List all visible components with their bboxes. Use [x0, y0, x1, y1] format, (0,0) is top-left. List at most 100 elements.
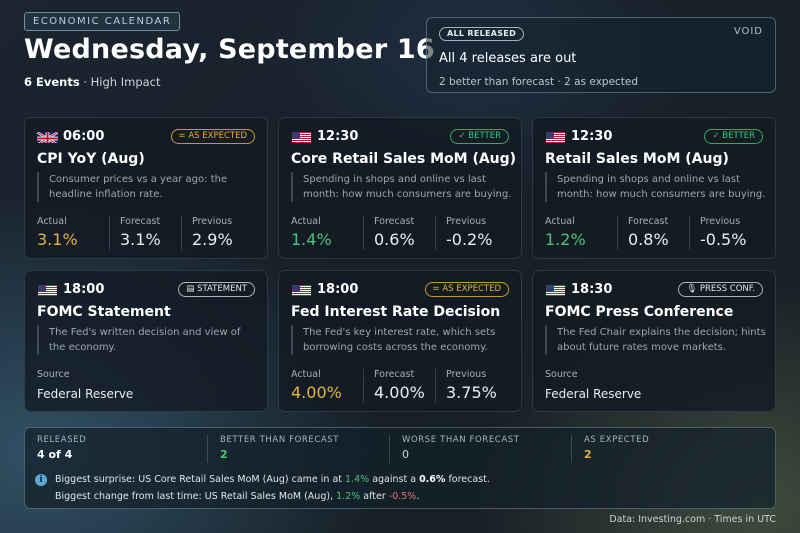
event-status-badge: = AS EXPECTED [424, 282, 509, 297]
event-name: Retail Sales MoM (Aug) [545, 151, 729, 167]
source-label: Source [37, 369, 70, 380]
event-stats: Actual 3.1% Forecast 3.1% Previous 2.9% [37, 216, 259, 250]
us-flag-icon [545, 130, 566, 143]
document-icon: ▤ [186, 284, 195, 294]
forecast-value: 0.6% [374, 230, 415, 249]
expected-value: 2 [584, 448, 592, 461]
event-stats: Actual 1.2% Forecast 0.8% Previous -0.5% [545, 216, 767, 250]
event-time: 12:30 [571, 129, 613, 144]
actual-value: 3.1% [37, 230, 78, 249]
event-description: Consumer prices vs a year ago: the headl… [37, 172, 259, 202]
event-description: The Fed Chair explains the decision; hin… [545, 325, 767, 355]
footer-source: Data: Investing.com · Times in UTC [609, 514, 776, 525]
all-released-pill: ALL RELEASED [439, 27, 525, 41]
released-value: 4 of 4 [37, 448, 73, 461]
event-name: Core Retail Sales MoM (Aug) [291, 151, 517, 167]
forecast-stat: Forecast 0.6% [363, 216, 415, 250]
us-flag-icon [291, 130, 312, 143]
event-card[interactable]: 18:00 = AS EXPECTED Fed Interest Rate De… [278, 270, 522, 412]
worse-label: WORSE THAN FORECAST [402, 435, 520, 445]
forecast-stat: Forecast 0.8% [617, 216, 669, 250]
expected-label: AS EXPECTED [584, 435, 650, 445]
us-flag-icon [545, 283, 566, 296]
change-note: Biggest change from last time: US Retail… [55, 491, 420, 502]
forecast-value: 0.8% [628, 230, 669, 249]
expected-stat: AS EXPECTED 2 [571, 435, 649, 463]
event-description: The Fed's written decision and view of t… [37, 325, 259, 355]
forecast-value: 4.00% [374, 383, 425, 402]
event-card[interactable]: 12:30 ✓ BETTER Retail Sales MoM (Aug) Sp… [532, 117, 776, 259]
summary-panel: RELEASED 4 of 4 BETTER THAN FORECAST 2 W… [24, 427, 776, 509]
event-card[interactable]: 18:30 🎙 PRESS CONF. FOMC Press Conferenc… [532, 270, 776, 412]
previous-stat: Previous 2.9% [181, 216, 233, 250]
surprise-note: Biggest surprise: US Core Retail Sales M… [55, 474, 490, 485]
event-status-badge: 🎙 PRESS CONF. [678, 282, 763, 297]
impact-label: · High Impact [83, 75, 161, 89]
forecast-stat: Forecast 4.00% [363, 369, 425, 403]
event-count: 6 Events [24, 75, 80, 89]
released-label: RELEASED [37, 435, 87, 445]
previous-stat: Previous 3.75% [435, 369, 497, 403]
actual-value: 1.4% [291, 230, 332, 249]
check-icon: ✓ [458, 131, 466, 141]
event-time: 18:30 [571, 282, 613, 297]
event-card[interactable]: 06:00 = AS EXPECTED CPI YoY (Aug) Consum… [24, 117, 268, 259]
event-status-badge: = AS EXPECTED [170, 129, 255, 144]
source-label: Source [545, 369, 578, 380]
forecast-stat: Forecast 3.1% [109, 216, 161, 250]
worse-stat: WORSE THAN FORECAST 0 [389, 435, 520, 463]
event-status-badge: ✓ BETTER [704, 129, 763, 144]
actual-stat: Actual 4.00% [291, 369, 342, 402]
previous-stat: Previous -0.2% [435, 216, 492, 250]
source-value: Federal Reserve [545, 387, 642, 401]
void-logo: VOID [733, 26, 763, 37]
released-stat: RELEASED 4 of 4 [37, 435, 86, 461]
page-subtitle: 6 Events · High Impact [24, 75, 161, 89]
us-flag-icon [37, 283, 58, 296]
us-flag-icon [291, 283, 312, 296]
previous-value: 2.9% [192, 230, 233, 249]
event-card[interactable]: 12:30 ✓ BETTER Core Retail Sales MoM (Au… [278, 117, 522, 259]
check-icon: ✓ [712, 131, 720, 141]
event-status-badge: ▤ STATEMENT [178, 282, 255, 297]
page-title: Wednesday, September 16 [24, 34, 435, 65]
uk-flag-icon [37, 130, 58, 143]
section-tag: ECONOMIC CALENDAR [24, 12, 181, 31]
event-time: 12:30 [317, 129, 359, 144]
previous-value: 3.75% [446, 383, 497, 402]
event-stats: Actual 1.4% Forecast 0.6% Previous -0.2% [291, 216, 513, 250]
event-time: 18:00 [317, 282, 359, 297]
status-headline: All 4 releases are out [439, 51, 577, 66]
better-label: BETTER THAN FORECAST [220, 435, 340, 445]
event-description: The Fed's key interest rate, which sets … [291, 325, 513, 355]
actual-stat: Actual 1.4% [291, 216, 332, 249]
event-name: Fed Interest Rate Decision [291, 304, 501, 320]
previous-stat: Previous -0.5% [689, 216, 746, 250]
event-description: Spending in shops and online vs last mon… [291, 172, 513, 202]
event-time: 06:00 [63, 129, 105, 144]
previous-value: -0.5% [700, 230, 747, 249]
release-status-panel: ALL RELEASED VOID All 4 releases are out… [426, 17, 776, 93]
event-status-badge: ✓ BETTER [450, 129, 509, 144]
actual-value: 4.00% [291, 383, 342, 402]
previous-value: -0.2% [446, 230, 493, 249]
event-time: 18:00 [63, 282, 105, 297]
event-card[interactable]: 18:00 ▤ STATEMENT FOMC Statement The Fed… [24, 270, 268, 412]
actual-stat: Actual 1.2% [545, 216, 586, 249]
equals-icon: = [432, 284, 440, 294]
event-name: FOMC Press Conference [545, 304, 734, 320]
actual-stat: Actual 3.1% [37, 216, 78, 249]
info-icon: i [35, 474, 47, 486]
event-name: CPI YoY (Aug) [37, 151, 145, 167]
worse-value: 0 [402, 448, 409, 461]
source-value: Federal Reserve [37, 387, 134, 401]
event-name: FOMC Statement [37, 304, 171, 320]
equals-icon: = [178, 131, 186, 141]
event-description: Spending in shops and online vs last mon… [545, 172, 767, 202]
better-value: 2 [220, 448, 228, 461]
forecast-value: 3.1% [120, 230, 161, 249]
microphone-icon: 🎙 [686, 284, 698, 294]
actual-value: 1.2% [545, 230, 586, 249]
better-stat: BETTER THAN FORECAST 2 [207, 435, 339, 463]
status-detail: 2 better than forecast · 2 as expected [439, 76, 639, 88]
